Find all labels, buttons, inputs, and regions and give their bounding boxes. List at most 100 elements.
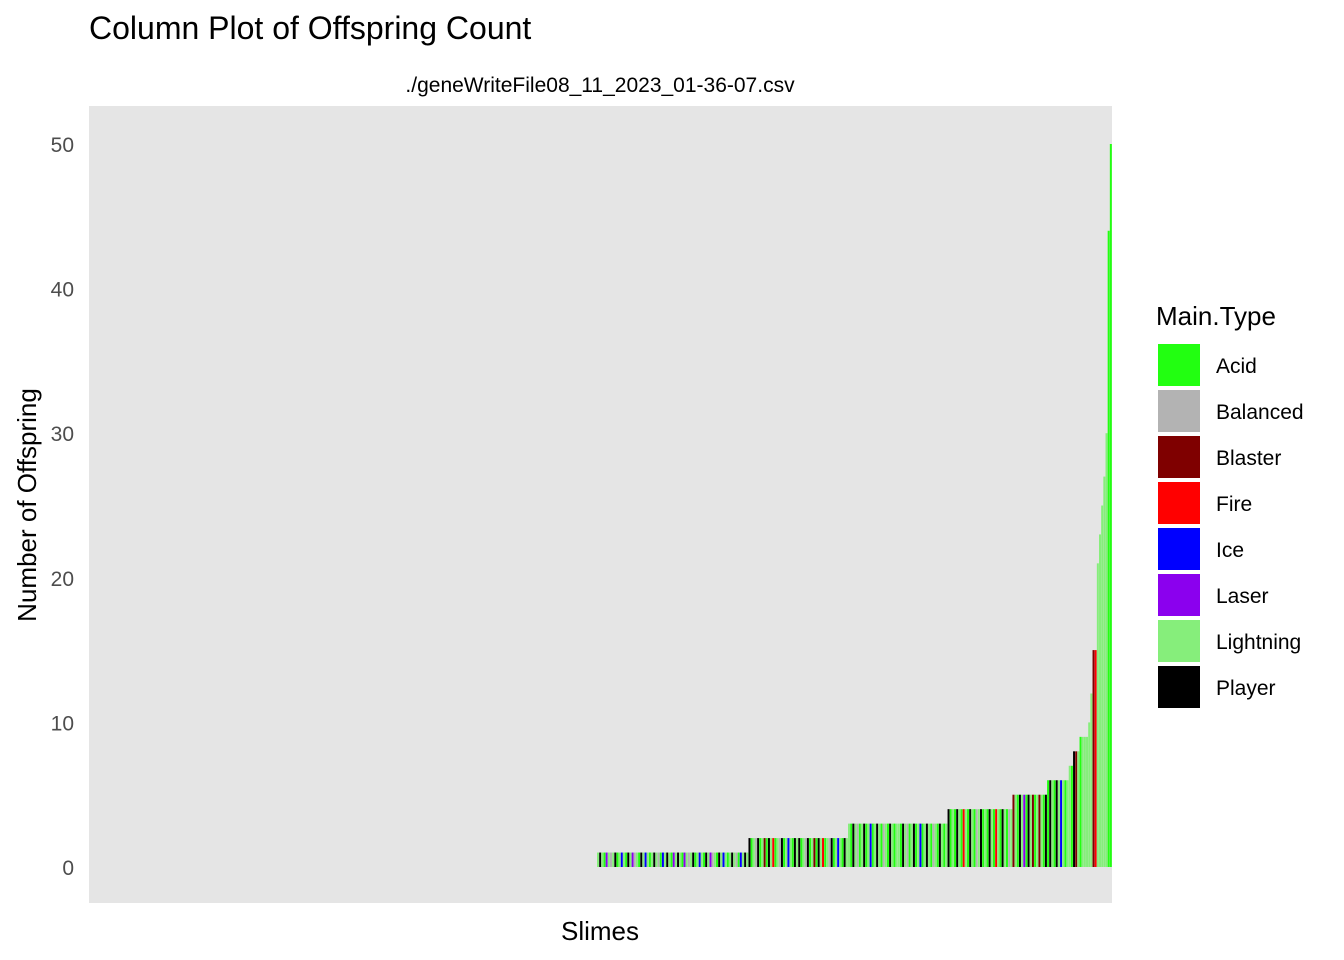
bar-laser: [631, 852, 634, 867]
bar-lightning: [848, 823, 850, 867]
bar-lightning: [646, 852, 649, 867]
bar-lightning: [746, 852, 749, 867]
bar-lightning: [1096, 563, 1099, 867]
bar-lightning: [997, 809, 1000, 867]
bar-lightning: [707, 852, 710, 867]
bar-lightning: [597, 852, 599, 867]
legend-title: Main.Type: [1156, 301, 1276, 331]
bar-acid: [915, 823, 918, 867]
bar-acid: [986, 809, 989, 867]
bar-lightning: [934, 823, 937, 867]
bar-acid: [1005, 809, 1008, 867]
bar-lightning: [971, 809, 974, 867]
bar-acid: [930, 823, 933, 867]
bar-laser: [1023, 794, 1026, 867]
bar-lightning: [1021, 794, 1024, 867]
legend-label-balanced: Balanced: [1216, 401, 1304, 424]
bar-player: [969, 809, 972, 867]
bar-lightning: [679, 852, 682, 867]
bar-player: [705, 852, 708, 867]
bar-balanced: [856, 823, 859, 867]
bar-player: [1018, 794, 1021, 867]
bar-acid: [1034, 794, 1037, 867]
bar-lightning: [923, 823, 926, 867]
bar-acid: [949, 809, 952, 867]
bar-acid: [1053, 780, 1056, 867]
bar-player: [653, 852, 656, 867]
bar-lightning: [878, 823, 881, 867]
bar-lightning: [984, 809, 987, 867]
bar-fire: [962, 809, 965, 867]
bar-lightning: [642, 852, 645, 867]
bar-laser: [605, 852, 608, 867]
bar-acid: [943, 823, 946, 867]
bar-player: [666, 852, 669, 867]
bar-lightning: [729, 852, 731, 867]
bar-acid: [638, 852, 641, 867]
bar-lightning: [601, 852, 604, 867]
bar-player: [956, 809, 959, 867]
bar-lightning: [854, 823, 857, 867]
bar-fire: [822, 838, 825, 867]
bar-lightning: [1090, 693, 1093, 867]
bar-lightning: [776, 838, 779, 867]
bar-blaster: [1092, 650, 1095, 867]
bar-acid: [893, 823, 896, 867]
bar-lightning: [1086, 736, 1089, 867]
bar-laser: [709, 852, 712, 867]
bar-lightning: [629, 852, 632, 867]
bar-player: [1044, 794, 1047, 867]
bar-player: [748, 838, 751, 867]
bar-acid: [1025, 794, 1028, 867]
bar-lightning: [951, 809, 954, 867]
bar-acid: [815, 838, 818, 867]
bar-player: [852, 823, 855, 867]
bar-blaster: [813, 838, 816, 867]
bar-acid: [800, 838, 803, 867]
bar-acid: [1079, 736, 1082, 867]
bar-player: [780, 838, 783, 867]
y-tick-label: 50: [51, 134, 74, 157]
bar-blaster: [1075, 751, 1078, 867]
bar-acid: [832, 838, 835, 867]
bar-player: [988, 809, 991, 867]
bar-lightning: [1099, 534, 1102, 867]
legend-key-laser: [1158, 574, 1200, 616]
bar-lightning: [1014, 794, 1017, 867]
bar-acid: [936, 823, 939, 867]
bar-blaster: [1031, 794, 1034, 867]
legend-label-player: Player: [1216, 677, 1276, 700]
bar-lightning: [1088, 722, 1091, 867]
y-tick-label: 20: [51, 568, 74, 591]
legend-key-ice: [1158, 528, 1200, 570]
bar-ice: [644, 852, 647, 867]
y-tick-label: 10: [51, 712, 74, 735]
bar-player: [677, 852, 680, 867]
bar-acid: [809, 838, 812, 867]
bar-lightning: [651, 852, 654, 867]
bar-player: [1001, 809, 1004, 867]
bar-player: [806, 838, 809, 867]
bar-balanced: [633, 852, 636, 867]
bar-acid: [694, 852, 697, 867]
bar-player: [817, 838, 820, 867]
bar-player: [599, 852, 602, 867]
bar-acid: [726, 852, 729, 867]
bar-lightning: [1077, 751, 1080, 867]
bar-ice: [661, 852, 664, 867]
bar-player: [980, 809, 982, 867]
bar-lightning: [1040, 794, 1043, 867]
bar-acid: [824, 838, 827, 867]
bar-lightning: [696, 852, 699, 867]
bar-acid: [999, 809, 1002, 867]
bar-acid: [880, 823, 883, 867]
bar-balanced: [828, 838, 831, 867]
bar-acid: [982, 809, 985, 867]
bar-acid: [791, 838, 794, 867]
legend: Acid Balanced Blaster Fire Ice Laser Lightning…: [1158, 344, 1304, 708]
bar-acid: [659, 852, 662, 867]
bar-lightning: [917, 823, 920, 867]
bar-player: [830, 838, 833, 867]
bar-lightning: [785, 838, 788, 867]
bar-lightning: [811, 838, 814, 867]
